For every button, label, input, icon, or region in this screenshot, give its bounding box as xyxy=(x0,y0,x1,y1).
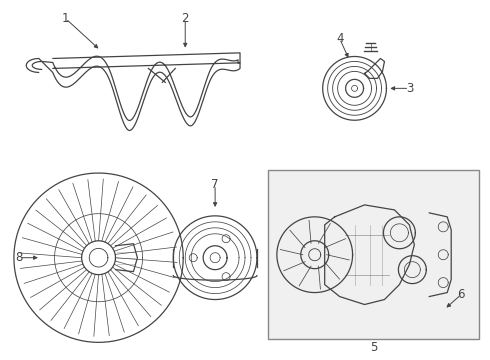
Text: 2: 2 xyxy=(181,12,189,25)
Bar xyxy=(268,170,479,339)
Text: 1: 1 xyxy=(62,12,70,25)
Text: 6: 6 xyxy=(457,288,465,301)
Text: 3: 3 xyxy=(406,82,413,95)
Text: 4: 4 xyxy=(336,32,343,45)
Text: 8: 8 xyxy=(15,251,23,264)
Text: 7: 7 xyxy=(211,179,219,192)
Text: 5: 5 xyxy=(370,341,377,354)
